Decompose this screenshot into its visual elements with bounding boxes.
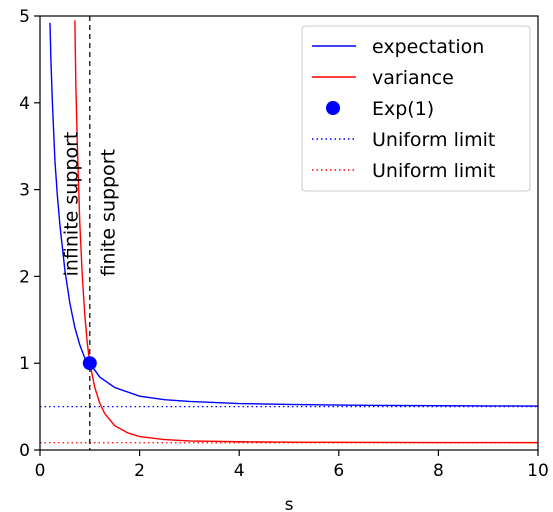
y-tick-label: 3 <box>19 181 30 201</box>
legend-label: Uniform limit <box>372 160 495 182</box>
legend-label: Exp(1) <box>372 98 434 120</box>
y-tick-label: 5 <box>19 7 30 27</box>
y-tick-label: 1 <box>19 354 30 374</box>
x-tick-label: 2 <box>134 461 145 481</box>
axes: 0 2 4 6 8 10 0 1 2 3 4 5 s <box>19 7 549 512</box>
variance-curve <box>74 20 538 444</box>
legend-box <box>301 25 531 192</box>
x-tick-label: 0 <box>35 461 46 481</box>
legend: expectation variance Exp(1) Uniform limit Un… <box>301 25 531 192</box>
axes-frame <box>39 15 539 451</box>
y-tick-label: 2 <box>19 267 30 287</box>
expectation-curve <box>49 22 538 407</box>
legend-label: variance <box>372 67 454 89</box>
x-axis-label: s <box>285 495 294 512</box>
annotation-finite-support: finite support <box>98 149 120 276</box>
legend-label: expectation <box>372 36 484 58</box>
x-tick-label: 4 <box>234 461 245 481</box>
x-tick-label: 10 <box>527 461 549 481</box>
legend-marker <box>326 101 340 115</box>
x-tick-label: 6 <box>333 461 344 481</box>
y-tick-label: 4 <box>19 94 30 114</box>
legend-label: Uniform limit <box>372 129 495 151</box>
x-tick-label: 8 <box>433 461 444 481</box>
annotation-infinite-support: infinite support <box>60 132 82 277</box>
plot-area: infinite support finite support <box>40 16 538 450</box>
y-tick-label: 0 <box>19 441 30 461</box>
exp1-point <box>82 356 97 371</box>
